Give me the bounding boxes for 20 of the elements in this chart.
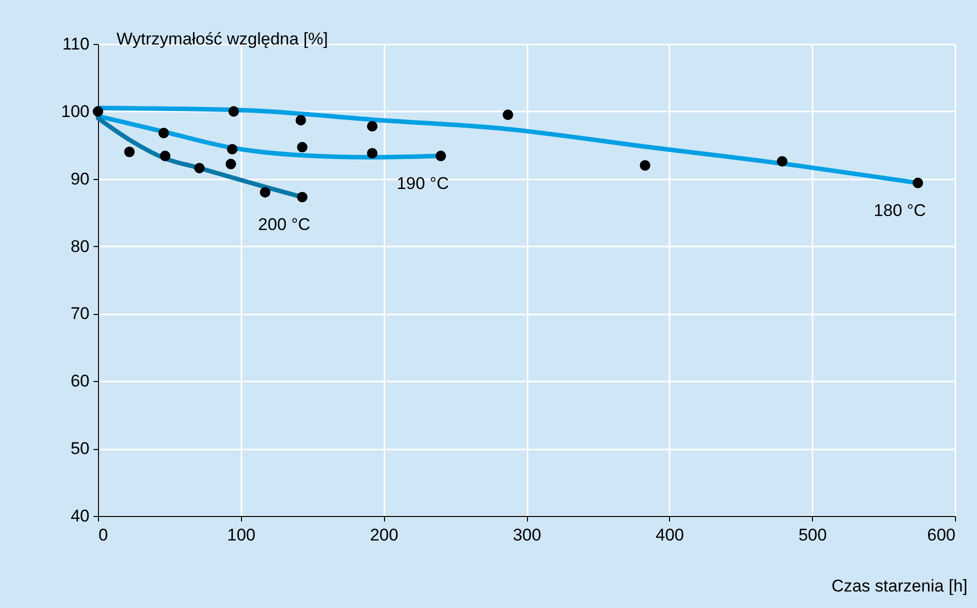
y-tick-label: 90	[70, 169, 90, 188]
x-axis-title: Czas starzenia [h]	[831, 576, 968, 596]
x-tick-label: 200	[370, 526, 398, 544]
x-tick-label: 100	[227, 526, 256, 544]
x-tick-label: 400	[656, 526, 684, 544]
x-tick-label: 600	[927, 526, 956, 544]
y-tick-label: 50	[70, 439, 90, 458]
y-tick-label: 60	[70, 372, 90, 391]
y-tick-label: 100	[61, 102, 90, 121]
y-tick-label: 80	[70, 236, 90, 256]
series-label: 180 °C	[874, 200, 926, 220]
y-tick-label: 40	[70, 506, 90, 526]
series-label: 190 °C	[396, 174, 449, 193]
y-tick-label: 110	[62, 34, 90, 54]
y-axis-title: Wytrzymałość względna [%]	[116, 30, 328, 48]
y-tick-label: 70	[70, 304, 90, 324]
x-tick-label: 300	[512, 526, 542, 544]
series-label: 200 °C	[258, 215, 310, 234]
x-tick-label: 0	[98, 526, 108, 544]
x-tick-label: 500	[798, 526, 827, 544]
